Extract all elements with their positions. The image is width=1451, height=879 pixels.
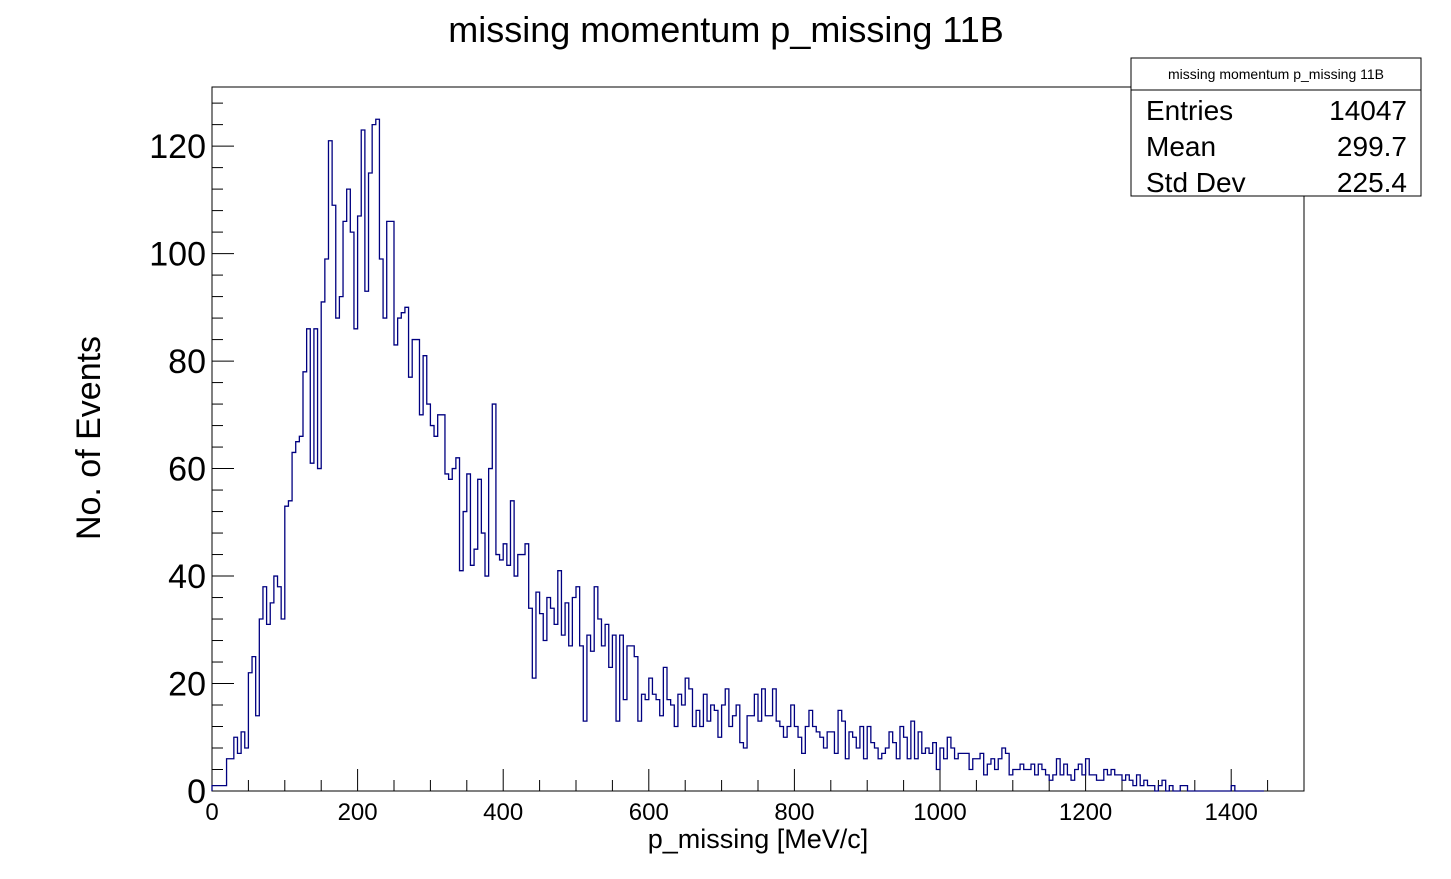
x-tick-label: 1000 <box>913 799 966 826</box>
x-tick-label: 400 <box>483 799 523 826</box>
y-tick-label: 80 <box>168 343 206 381</box>
stats-box-title: missing momentum p_missing 11B <box>1168 66 1384 82</box>
stats-mean-label: Mean <box>1146 131 1216 162</box>
y-axis: 0 20 40 60 80 100 120 <box>149 87 234 811</box>
histogram-series-line <box>211 118 1264 792</box>
y-tick-label: 20 <box>168 666 206 704</box>
stats-box: missing momentum p_missing 11B Entries 1… <box>1130 57 1422 198</box>
stats-mean-value: 299.7 <box>1337 131 1407 162</box>
y-tick-label: 0 <box>187 773 206 811</box>
stats-box-frame <box>1130 57 1422 197</box>
y-tick-label: 120 <box>149 128 206 166</box>
stats-entries-label: Entries <box>1146 95 1233 126</box>
y-axis-label: No. of Events <box>70 336 108 540</box>
x-axis-label: p_missing [MeV/c] <box>648 824 869 854</box>
stats-stddev-label: Std Dev <box>1146 167 1246 198</box>
x-tick-label: 1400 <box>1205 799 1258 826</box>
x-tick-label: 0 <box>205 799 218 826</box>
x-tick-label: 600 <box>629 799 669 826</box>
y-tick-label: 100 <box>149 236 206 274</box>
x-tick-label: 200 <box>338 799 378 826</box>
chart-title: missing momentum p_missing 11B <box>448 9 1004 50</box>
x-tick-label: 1200 <box>1059 799 1112 826</box>
stats-entries-value: 14047 <box>1329 95 1407 126</box>
x-tick-label: 800 <box>774 799 814 826</box>
stats-stddev-value: 225.4 <box>1337 167 1407 198</box>
y-tick-label: 40 <box>168 558 206 596</box>
y-tick-label: 60 <box>168 451 206 489</box>
x-axis: 0 200 400 600 800 1000 1200 1400 <box>205 769 1305 826</box>
